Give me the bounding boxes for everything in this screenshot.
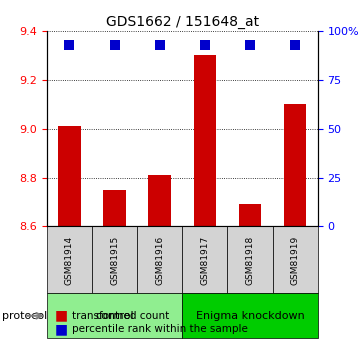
Point: [67, 42, 73, 48]
Point: [202, 42, 208, 48]
Point: [112, 42, 118, 48]
Text: GSM81916: GSM81916: [155, 235, 164, 285]
FancyBboxPatch shape: [273, 226, 318, 294]
FancyBboxPatch shape: [137, 226, 182, 294]
FancyBboxPatch shape: [47, 294, 182, 338]
Bar: [193, 56, 216, 226]
Bar: [239, 205, 261, 226]
Text: ■: ■: [55, 323, 68, 336]
Text: transformed count: transformed count: [72, 311, 169, 321]
Text: protocol: protocol: [2, 311, 47, 321]
FancyBboxPatch shape: [182, 294, 318, 338]
Bar: [284, 104, 306, 226]
Bar: [148, 175, 171, 226]
Text: percentile rank within the sample: percentile rank within the sample: [72, 325, 248, 334]
Point: [247, 42, 253, 48]
Point: [292, 42, 298, 48]
Title: GDS1662 / 151648_at: GDS1662 / 151648_at: [106, 14, 259, 29]
FancyBboxPatch shape: [92, 226, 137, 294]
Text: GSM81917: GSM81917: [200, 235, 209, 285]
Text: ■: ■: [55, 309, 68, 323]
Point: [157, 42, 162, 48]
Bar: [103, 190, 126, 226]
Text: GSM81919: GSM81919: [291, 235, 300, 285]
Text: GSM81915: GSM81915: [110, 235, 119, 285]
Text: GSM81918: GSM81918: [245, 235, 255, 285]
FancyBboxPatch shape: [182, 226, 227, 294]
FancyBboxPatch shape: [47, 226, 92, 294]
Text: control: control: [95, 311, 134, 321]
Text: GSM81914: GSM81914: [65, 235, 74, 285]
Text: Enigma knockdown: Enigma knockdown: [196, 311, 304, 321]
Bar: [58, 126, 81, 226]
FancyBboxPatch shape: [227, 226, 273, 294]
